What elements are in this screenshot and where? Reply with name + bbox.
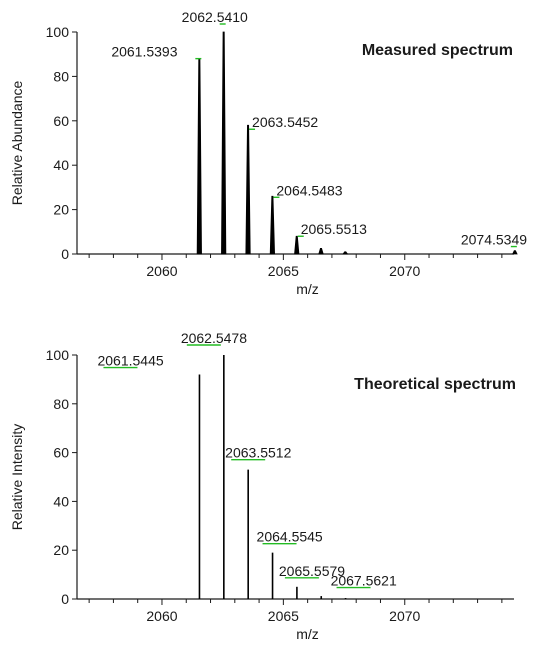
measured-peak [269, 195, 276, 255]
measured-peak [318, 248, 324, 255]
theoretical-y-tick-label: 60 [53, 445, 69, 461]
measured-peak [342, 251, 349, 255]
theoretical-peak-label: 2064.5545 [257, 529, 323, 545]
measured-y-tick-label: 60 [53, 113, 69, 129]
theoretical-peak-label: 2062.5478 [181, 330, 247, 346]
theoretical-y-tick-label: 100 [46, 347, 70, 363]
measured-x-tick-label: 2070 [389, 263, 420, 279]
measured-peak [245, 124, 251, 255]
measured-x-axis-title: m/z [296, 281, 319, 297]
theoretical-y-axis-title: Relative Intensity [9, 424, 25, 531]
measured-panel-title: Measured spectrum [362, 42, 513, 59]
measured-peak [196, 58, 202, 255]
measured-peak-label: 2062.5410 [182, 9, 248, 25]
theoretical-y-tick-label: 40 [53, 493, 69, 509]
measured-peak-label: 2064.5483 [276, 182, 342, 198]
theoretical-y-tick-label: 0 [61, 591, 69, 607]
theoretical-peak-label: 2063.5512 [225, 445, 291, 461]
measured-peak [512, 250, 518, 255]
measured-y-tick-label: 0 [61, 246, 69, 262]
theoretical-x-axis-title: m/z [296, 626, 319, 642]
measured-peak-label: 2074.5349 [461, 232, 527, 248]
measured-y-axis-title: Relative Abundance [9, 81, 25, 206]
measured-peak-label: 2065.5513 [301, 221, 367, 237]
measured-y-tick-label: 20 [53, 202, 69, 218]
theoretical-peak-label: 2061.5445 [97, 353, 163, 369]
theoretical-panel-title: Theoretical spectrum [354, 376, 516, 393]
measured-peak-label: 2063.5452 [252, 114, 318, 130]
theoretical-x-tick-label: 2070 [389, 608, 420, 624]
theoretical-peak-label: 2067.5621 [331, 573, 397, 589]
measured-x-tick-label: 2060 [146, 263, 177, 279]
theoretical-y-tick-label: 20 [53, 542, 69, 558]
theoretical-x-tick-label: 2060 [146, 608, 177, 624]
theoretical-y-tick-label: 80 [53, 396, 69, 412]
measured-y-tick-label: 40 [53, 157, 69, 173]
measured-x-tick-label: 2065 [268, 263, 299, 279]
theoretical-x-tick-label: 2065 [268, 608, 299, 624]
measured-peak [294, 235, 300, 255]
measured-peak-label: 2061.5393 [111, 44, 177, 60]
measured-peak [221, 31, 227, 255]
measured-y-tick-label: 100 [46, 24, 70, 40]
theoretical-peak-label: 2065.5579 [279, 563, 345, 579]
measured-y-tick-label: 80 [53, 68, 69, 84]
